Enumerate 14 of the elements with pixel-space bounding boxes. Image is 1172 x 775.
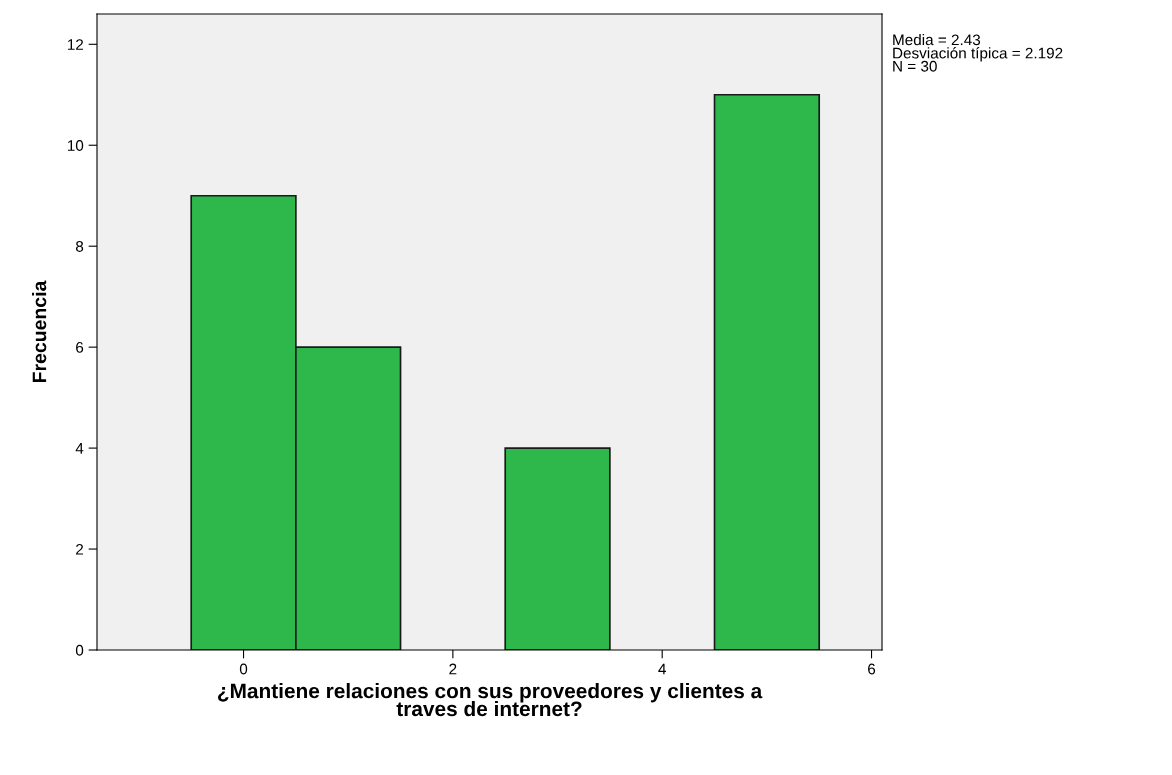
y-tick-label: 12: [67, 39, 84, 50]
x-tick-label: 4: [658, 663, 666, 675]
x-tick-label: 2: [449, 663, 457, 675]
y-tick-label: 8: [75, 241, 84, 252]
x-axis-title: ¿Mantiene relaciones con sus proveedores y clientes a traves de internet?: [218, 682, 763, 717]
y-tick-label: 2: [76, 543, 84, 555]
y-axis-title: Frecuencia: [32, 280, 47, 383]
y-tick-label: 6: [76, 342, 84, 353]
y-tick-label: 4: [75, 443, 84, 454]
y-tick-label: 0: [75, 644, 84, 656]
x-tick-label: 0: [239, 663, 248, 675]
x-tick-label: 6: [868, 663, 876, 675]
text: Media = 2.43 Desviación típica = 2.192 N = 30: [893, 34, 1063, 72]
y-tick-label: 10: [67, 140, 84, 151]
